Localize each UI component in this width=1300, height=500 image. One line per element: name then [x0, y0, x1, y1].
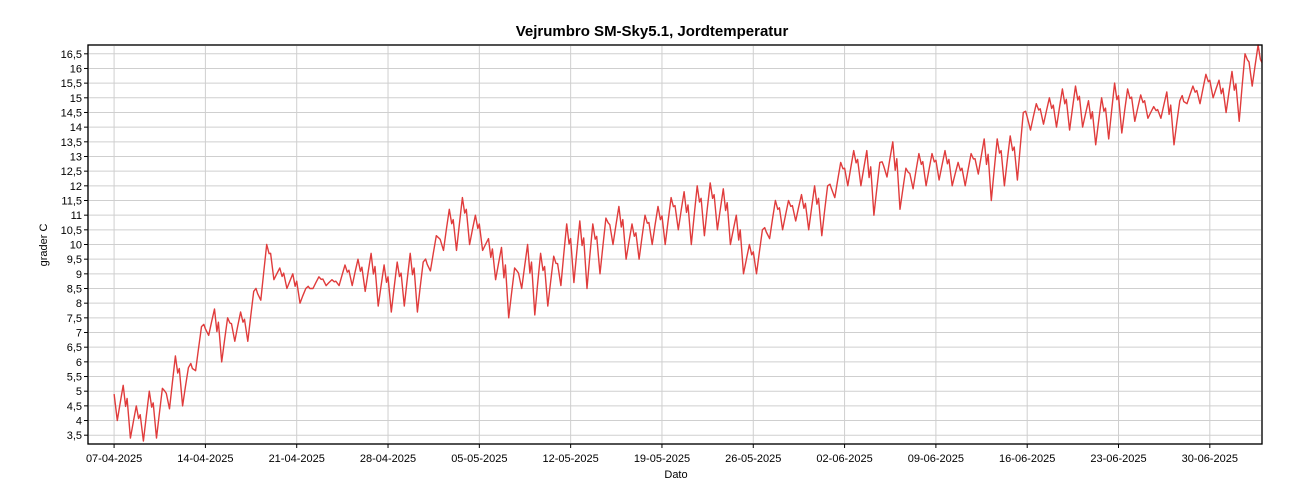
y-tick-label: 5	[76, 386, 82, 398]
y-tick-label: 3,5	[67, 430, 82, 442]
chart-title: Vejrumbro SM-Sky5.1, Jordtemperatur	[516, 23, 789, 40]
x-tick-label: 14-04-2025	[177, 453, 233, 465]
x-tick-label: 30-06-2025	[1182, 453, 1238, 465]
x-tick-label: 07-04-2025	[86, 453, 142, 465]
y-tick-label: 4,5	[67, 401, 82, 413]
y-tick-label: 12,5	[61, 166, 82, 178]
y-tick-label: 9,5	[67, 254, 82, 266]
y-tick-label: 7,5	[67, 313, 82, 325]
y-axis-label: grader C	[38, 224, 50, 267]
x-tick-label: 21-04-2025	[269, 453, 325, 465]
y-tick-label: 11,5	[61, 195, 82, 207]
x-tick-label: 16-06-2025	[999, 453, 1055, 465]
y-tick-label: 15	[70, 93, 82, 105]
y-tick-label: 5,5	[67, 372, 82, 384]
y-tick-label: 15,5	[61, 78, 82, 90]
x-tick-label: 28-04-2025	[360, 453, 416, 465]
x-tick-label: 05-05-2025	[451, 453, 507, 465]
y-axis-ticks: 3,5 4 4,5 5 5,5 6 6,5 7 7,5 8 8,5 9 9,5 10 10,5 11 11,5 1…	[61, 49, 88, 442]
y-tick-label: 7	[76, 328, 82, 340]
y-tick-label: 13	[70, 151, 82, 163]
y-tick-label: 6	[76, 357, 82, 369]
x-tick-label: 12-05-2025	[543, 453, 599, 465]
y-tick-label: 11	[71, 210, 82, 222]
y-tick-label: 16,5	[61, 49, 82, 61]
plot-border	[87, 44, 1263, 445]
series-layer	[113, 44, 1263, 442]
y-tick-label: 13,5	[61, 137, 82, 149]
x-axis-label: Dato	[664, 469, 687, 481]
y-tick-label: 10,5	[61, 225, 82, 237]
x-tick-label: 26-05-2025	[725, 453, 781, 465]
grid-lines	[88, 45, 1262, 444]
x-tick-label: 09-06-2025	[908, 453, 964, 465]
y-tick-label: 9	[76, 269, 82, 281]
x-axis-ticks: 07-04-2025 14-04-2025 21-04-2025 28-04-2025…	[86, 444, 1238, 465]
y-tick-label: 14	[70, 122, 82, 134]
y-tick-label: 10	[70, 240, 82, 252]
y-tick-label: 4	[76, 416, 82, 428]
y-tick-label: 14,5	[61, 107, 82, 119]
y-tick-label: 6,5	[67, 342, 82, 354]
y-tick-label: 8,5	[67, 284, 82, 296]
y-tick-label: 12	[70, 181, 82, 193]
y-tick-label: 8	[76, 298, 82, 310]
x-tick-label: 19-05-2025	[634, 453, 690, 465]
x-tick-label: 23-06-2025	[1090, 453, 1146, 465]
x-tick-label: 02-06-2025	[816, 453, 872, 465]
y-tick-label: 16	[70, 63, 82, 75]
temperature-series-line	[113, 44, 1263, 442]
